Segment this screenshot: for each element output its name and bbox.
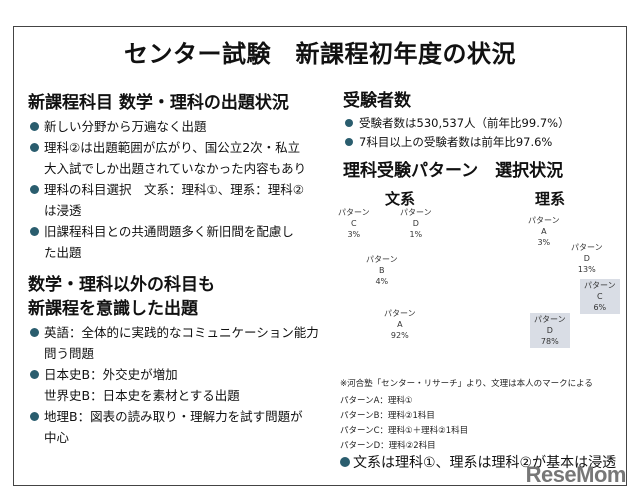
examinees-bullets: 受験者数は530,537人（前年比99.7%） 7科目以上の受験者数は前年比97… (343, 114, 570, 152)
bullet-item: 新しい分野から万遍なく出題 (28, 116, 306, 137)
legend-item: パターンD：理科②2科目 (340, 441, 436, 451)
bullet-item: 受験者数は530,537人（前年比99.7%） (343, 114, 570, 133)
bullet-dot-icon (30, 412, 39, 421)
bullet-dot-icon (30, 143, 39, 152)
pattern-legend: ※河合塾「センター・リサーチ」より、文理は本人のマークによる パターンA：理科①… (340, 377, 593, 454)
pie-label-bunkei-d: パターン D 1% (400, 208, 432, 239)
bullet-item: 旧課程科目との共通問題多く新旧間を配慮し た出題 (28, 221, 306, 263)
legend-item: パターンA：理科① (340, 396, 413, 406)
legend-item: パターンC：理科①＋理科②1科目 (340, 426, 469, 436)
other-subjects-bullets: 英語：全体的に実践的なコミュニケーション能力 問う問題 日本史B：外交史が増加 世界… (28, 322, 319, 448)
pie-slice (483, 229, 617, 363)
slide-title: センター試験 新課程初年度の状況 (124, 40, 516, 68)
leader-line (366, 217, 383, 250)
bullet-dot-icon (30, 328, 39, 337)
pie-label-rikei-a: パターン A 3% (528, 216, 560, 247)
bullet-dot-icon (30, 185, 39, 194)
pie-title-bunkei: 文系 (384, 190, 415, 208)
bullet-dot-icon (345, 138, 353, 146)
section-heading-science-pattern: 理科受験パターン 選択状況 (343, 161, 564, 181)
pie-label-bunkei-c: パターン C 3% (338, 208, 370, 239)
pie-label-rikei-b: パターン D 13% (571, 243, 603, 274)
bullet-dot-icon (345, 119, 353, 127)
pie-label-rikei-c: パターン C 6% (580, 279, 620, 314)
bullet-dot-icon (30, 122, 39, 131)
pie-label-bunkei-b: パターン B 4% (366, 255, 398, 286)
pie-rikei-slices (483, 229, 617, 363)
legend-item: パターンB：理科②1科目 (340, 411, 435, 421)
bullet-item: 日本史B：外交史が増加 世界史B：日本史を素材とする出題 (28, 364, 319, 406)
bullet-dot-icon (340, 457, 350, 467)
watermark-logo: ReseMom (525, 462, 627, 487)
section-heading-examinees: 受験者数 (343, 91, 411, 111)
bullet-item: 英語：全体的に実践的なコミュニケーション能力 問う問題 (28, 322, 319, 364)
pie-label-bunkei-a: パターン A 92% (384, 309, 416, 340)
conclusion-bullet: 文系は理科①、理系は理科②が基本は浸透 (340, 452, 616, 472)
pie-title-rikei: 理系 (534, 190, 565, 208)
bullet-item: 7科目以上の受験者数は前年比97.6% (343, 133, 570, 152)
bullet-item: 理科の科目選択 文系：理科①、理系：理科② は浸透 (28, 179, 306, 221)
pie-label-rikei-d: パターン D 78% (530, 313, 570, 348)
bullet-dot-icon (30, 227, 39, 236)
bullet-dot-icon (30, 370, 39, 379)
pie-slice (336, 237, 466, 367)
section-heading-other-subjects-2: 新課程を意識した出題 (28, 299, 198, 319)
bullet-item: 理科②は出題範囲が広がり、国公立2次・私立 大入試でしか出題されていなかった内容も… (28, 137, 306, 179)
pie-bunkei-slices (336, 237, 466, 367)
source-note: ※河合塾「センター・リサーチ」より、文理は本人のマークによる (340, 379, 593, 389)
section-heading-other-subjects-1: 数学・理科以外の科目も (28, 275, 215, 295)
math-science-bullets: 新しい分野から万遍なく出題 理科②は出題範囲が広がり、国公立2次・私立 大入試でし… (28, 116, 306, 263)
bullet-item: 地理B：図表の読み取り・理解力を試す問題が 中心 (28, 406, 319, 448)
section-heading-math-science: 新課程科目 数学・理科の出題状況 (28, 93, 289, 113)
